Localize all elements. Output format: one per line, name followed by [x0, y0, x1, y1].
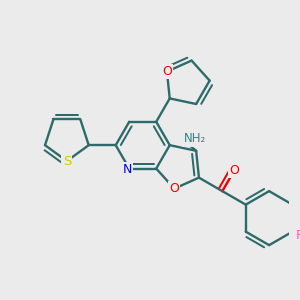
Text: O: O	[230, 164, 239, 177]
Text: N: N	[123, 163, 132, 176]
Text: F: F	[296, 229, 300, 242]
Text: NH₂: NH₂	[183, 132, 206, 146]
Text: S: S	[63, 154, 71, 167]
Text: O: O	[162, 65, 172, 78]
Text: O: O	[169, 182, 179, 195]
